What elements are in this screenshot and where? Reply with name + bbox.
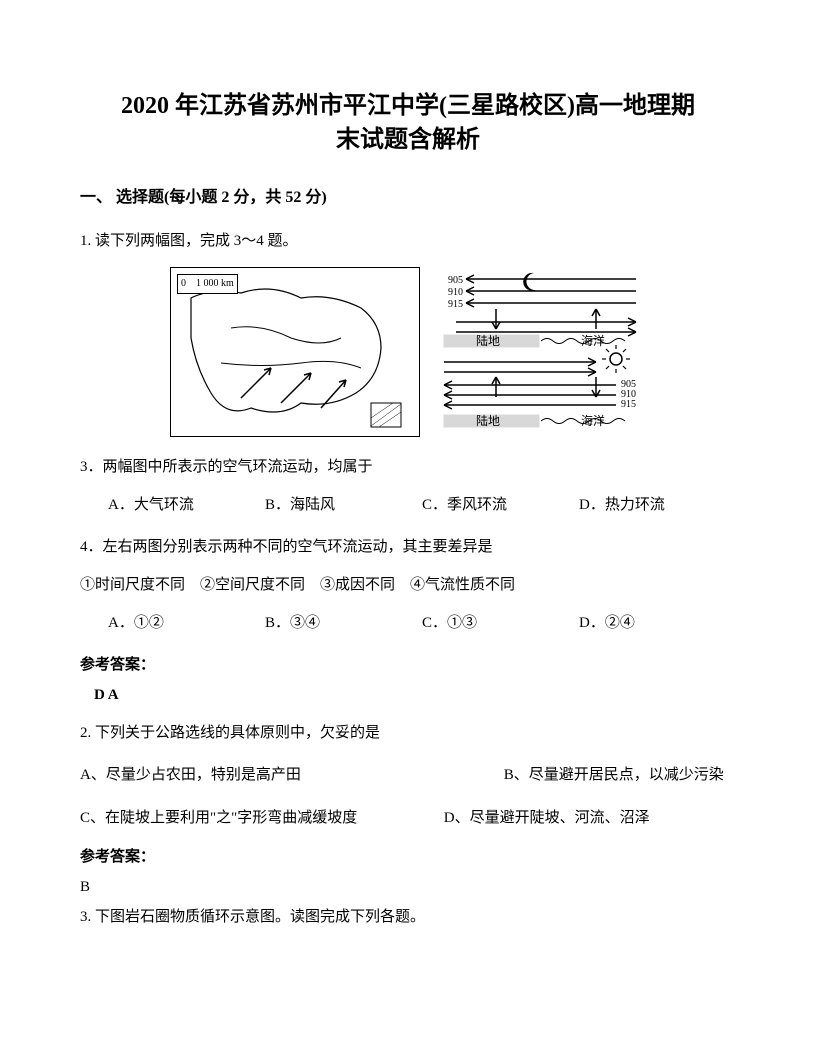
q2-answer-label: 参考答案： [80, 845, 736, 869]
q1-sub4-options: A．①② B．③④ C．①③ D．②④ [80, 611, 736, 635]
q1-sub4-circles: ①时间尺度不同 ②空间尺度不同 ③成因不同 ④气流性质不同 [80, 573, 736, 597]
label-905: 905 [448, 275, 463, 286]
q2-row-ab: A、尽量少占农田，特别是高产田 B、尽量避开居民点，以减少污染 [80, 759, 736, 792]
q1-sub4-opt-c: C．①③ [422, 611, 579, 635]
q2-opt-c: C、在陡坡上要利用"之"字形弯曲减缓坡度 [80, 802, 440, 835]
page-title: 2020 年江苏省苏州市平江中学(三星路校区)高一地理期 末试题含解析 [80, 90, 736, 157]
title-line-1: 2020 年江苏省苏州市平江中学(三星路校区)高一地理期 [80, 90, 736, 124]
q1-figure-left: 0 1 000 km [170, 267, 420, 437]
q2-row-cd: C、在陡坡上要利用"之"字形弯曲减缓坡度 D、尽量避开陡坡、河流、沼泽 [80, 802, 736, 835]
q1-figures: 0 1 000 km [80, 267, 736, 437]
label-sea-bot: 海洋 [581, 413, 605, 428]
q1-answer: D A [80, 683, 736, 707]
q1-sub4-stem: 4．左右两图分别表示两种不同的空气环流运动，其主要差异是 [80, 535, 736, 559]
label-sea-top: 海洋 [581, 333, 605, 348]
q2-stem: 2. 下列关于公路选线的具体原则中，欠妥的是 [80, 721, 736, 745]
label-915: 915 [448, 299, 463, 310]
q1-sub4-opt-d: D．②④ [579, 611, 736, 635]
q1-figure-right: 905 910 915 陆地 海洋 [426, 267, 646, 437]
q1-sub3-opt-d: D．热力环流 [579, 493, 736, 517]
q1-sub3-opt-c: C．季风环流 [422, 493, 579, 517]
q1-sub3-stem: 3．两幅图中所表示的空气环流运动，均属于 [80, 455, 736, 479]
label-land-bot: 陆地 [476, 413, 500, 428]
q2-opt-d: D、尽量避开陡坡、河流、沼泽 [444, 810, 650, 826]
q3-stem: 3. 下图岩石圈物质循环示意图。读图完成下列各题。 [80, 905, 736, 929]
q1-sub3-opt-b: B．海陆风 [265, 493, 422, 517]
breeze-svg: 905 910 915 陆地 海洋 [426, 267, 646, 437]
map-scale: 0 1 000 km [177, 274, 238, 294]
title-line-2: 末试题含解析 [80, 124, 736, 158]
q2-opt-b: B、尽量避开居民点，以减少污染 [504, 767, 724, 783]
q1-stem: 1. 读下列两幅图，完成 3～4 题。 [80, 229, 736, 253]
label-915b: 915 [621, 399, 636, 410]
label-910: 910 [448, 287, 463, 298]
q1-sub3-opt-a: A．大气环流 [108, 493, 265, 517]
q2-opt-a: A、尽量少占农田，特别是高产田 [80, 759, 500, 792]
q1-sub4-opt-a: A．①② [108, 611, 265, 635]
q1-answer-label: 参考答案： [80, 653, 736, 677]
q2-answer: B [80, 875, 736, 899]
q1-sub4-opt-b: B．③④ [265, 611, 422, 635]
label-land-top: 陆地 [476, 333, 500, 348]
q1-sub3-options: A．大气环流 B．海陆风 C．季风环流 D．热力环流 [80, 493, 736, 517]
section-1-header: 一、 选择题(每小题 2 分，共 52 分) [80, 185, 736, 211]
